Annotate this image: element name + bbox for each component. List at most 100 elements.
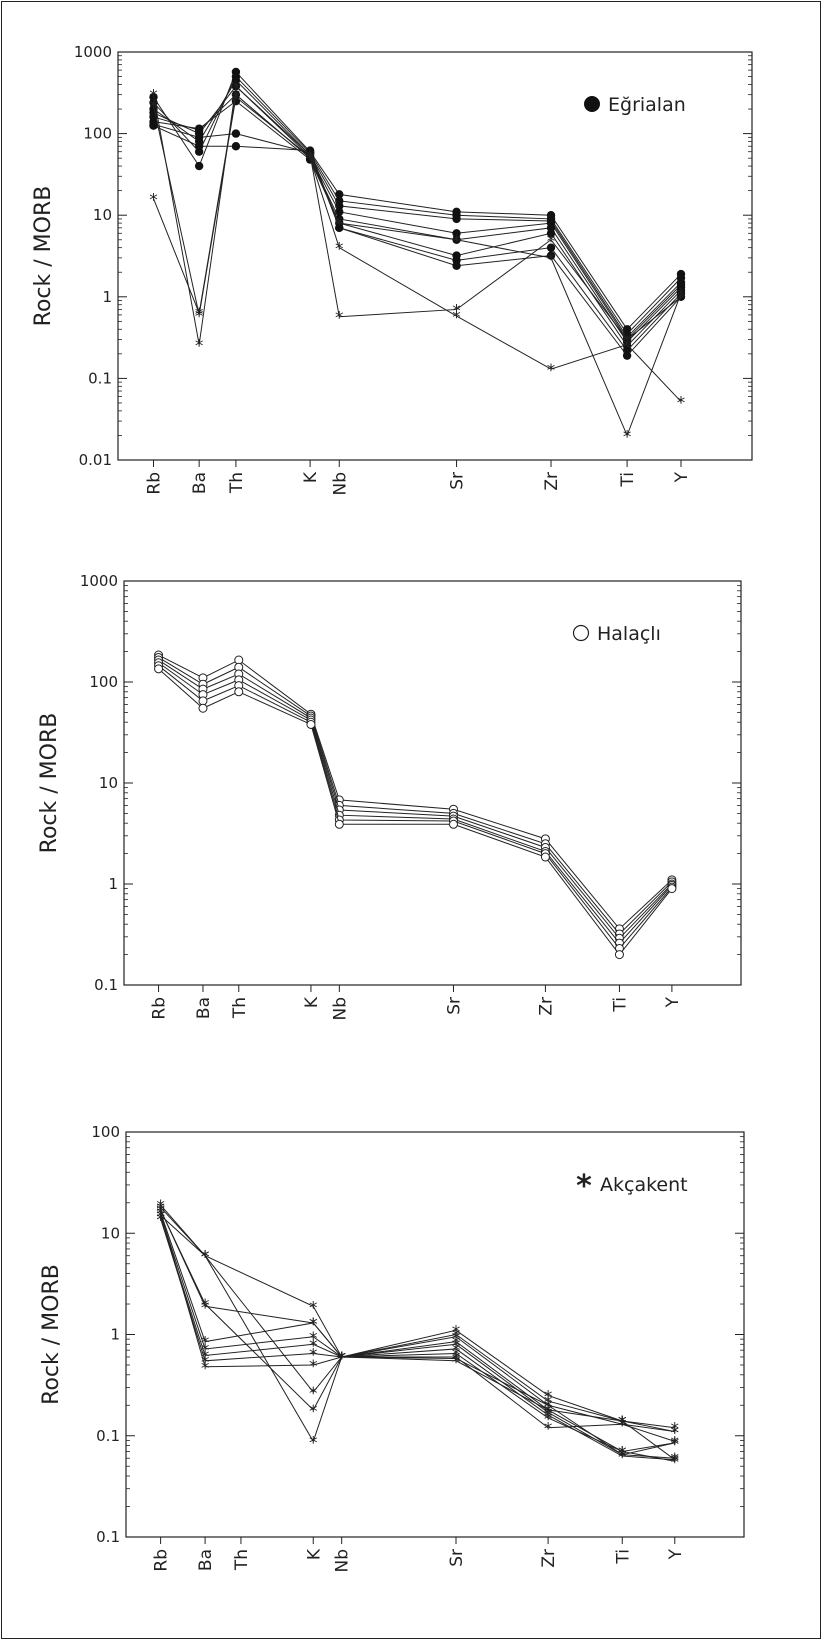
- data-point-asterisk: *: [618, 1443, 627, 1463]
- data-point-asterisk: *: [156, 1207, 165, 1227]
- data-point-asterisk: *: [452, 308, 461, 328]
- series-3: [154, 655, 677, 943]
- data-point-asterisk: *: [618, 1447, 627, 1467]
- y-tick-label: 0.1: [96, 1427, 120, 1445]
- series-line: [160, 1209, 675, 1433]
- data-point-asterisk: *: [201, 1334, 210, 1354]
- series-6: ** * * *** *: [156, 1210, 679, 1471]
- legend-label: Halaçlı: [597, 623, 661, 645]
- data-point-asterisk: *: [544, 1393, 553, 1413]
- data-point-asterisk: *: [337, 1349, 346, 1369]
- series-line: [160, 1204, 675, 1429]
- x-tick-label-ti: Ti: [610, 997, 630, 1013]
- x-tick-label-th: Th: [230, 997, 250, 1019]
- data-point-asterisk: *: [452, 1353, 461, 1373]
- x-tick-label-y: Y: [666, 1548, 686, 1560]
- series-line: [160, 1215, 675, 1452]
- series-line: [153, 93, 682, 402]
- data-point-circle: [540, 852, 550, 862]
- series-5: ******* *: [156, 1210, 679, 1470]
- series-line: [153, 85, 682, 341]
- x-tick-label-sr: Sr: [447, 1549, 467, 1567]
- data-point-asterisk: *: [547, 232, 556, 252]
- data-point-dot: [546, 229, 556, 238]
- legend: Halaçlı: [572, 623, 661, 645]
- x-tick-label-zr: Zr: [536, 997, 556, 1016]
- series-line: [160, 1209, 675, 1456]
- data-point-asterisk: *: [309, 1384, 318, 1404]
- y-axis-label: Rock / MORB: [37, 713, 62, 854]
- series-line: [160, 1212, 675, 1462]
- series-11: *********: [149, 89, 685, 447]
- data-point-asterisk: *: [337, 1349, 346, 1369]
- data-point-asterisk: *: [309, 1433, 318, 1453]
- y-tick-label: 100: [91, 1123, 120, 1141]
- x-tick-label-sr: Sr: [444, 997, 464, 1015]
- data-point-asterisk: *: [337, 1349, 346, 1369]
- data-point-asterisk: *: [201, 1298, 210, 1318]
- data-point-asterisk: *: [337, 1349, 346, 1369]
- x-tick-label-zr: Zr: [542, 472, 562, 491]
- y-tick-label: 0.1: [96, 1528, 120, 1546]
- data-point-asterisk: *: [309, 1315, 318, 1335]
- x-tick-label-y: Y: [672, 471, 692, 483]
- data-point-asterisk: *: [544, 1397, 553, 1417]
- legend-marker-asterisk: *: [576, 1169, 592, 1204]
- data-point-dot: [622, 351, 632, 360]
- data-point-asterisk: *: [677, 289, 686, 309]
- chart-panel-2: 0.1 1 10 100 1000 Rock / MORB Rb Ba Th K Nb Sr Zr Ti Y…: [37, 572, 742, 1021]
- data-point-asterisk: *: [544, 1410, 553, 1430]
- y-tick-label: 0.1: [88, 369, 112, 387]
- x-tick-label-ti: Ti: [613, 1549, 633, 1565]
- series-line: [158, 659, 673, 940]
- series-line: [153, 123, 682, 352]
- data-point-asterisk: *: [671, 1424, 680, 1444]
- data-point-circle: [667, 884, 677, 894]
- data-point-asterisk: *: [618, 1443, 627, 1463]
- data-point-asterisk: *: [156, 1199, 165, 1219]
- x-tick-label-rb: Rb: [145, 472, 165, 495]
- data-point-asterisk: *: [337, 1349, 346, 1369]
- series-3: [149, 76, 686, 342]
- series-line: [158, 668, 673, 956]
- data-point-asterisk: *: [201, 1296, 210, 1316]
- y-tick-label: 100: [83, 125, 112, 143]
- data-point-asterisk: *: [452, 301, 461, 321]
- data-point-asterisk: *: [201, 1353, 210, 1373]
- x-tick-label-rb: Rb: [150, 997, 170, 1020]
- data-point-asterisk: *: [232, 89, 241, 109]
- series-5: [154, 661, 677, 953]
- data-point-asterisk: *: [547, 361, 556, 381]
- data-point-asterisk: *: [671, 1435, 680, 1455]
- data-point-asterisk: *: [309, 1345, 318, 1365]
- y-tick-label: 10: [93, 206, 112, 224]
- data-point-dot: [231, 129, 241, 138]
- x-tick-label-nb: Nb: [330, 472, 350, 496]
- data-point-asterisk: *: [195, 307, 204, 327]
- series-line: [160, 1207, 676, 1461]
- data-point-asterisk: *: [618, 1447, 627, 1467]
- data-point-asterisk: *: [335, 309, 344, 329]
- data-point-asterisk: *: [618, 1413, 627, 1433]
- data-point-circle: [614, 950, 624, 960]
- x-tick-label-ba: Ba: [190, 472, 210, 494]
- data-point-asterisk: *: [309, 1402, 318, 1422]
- data-point-asterisk: *: [452, 1336, 461, 1356]
- data-point-dot: [194, 124, 204, 133]
- x-tick-label-k: K: [301, 471, 321, 483]
- x-tick-label-k: K: [304, 1548, 324, 1560]
- data-point-dot: [452, 261, 461, 270]
- series-line: [153, 125, 682, 357]
- data-point-dot: [452, 214, 461, 224]
- series-line: [158, 657, 673, 935]
- y-tick-label: 100: [89, 673, 118, 691]
- data-point-asterisk: *: [623, 331, 632, 351]
- legend: Eğrialan: [584, 94, 686, 116]
- data-point-circle: [198, 703, 208, 713]
- y-tick-label: 10: [101, 1224, 120, 1242]
- x-tick-label-nb: Nb: [333, 1549, 353, 1573]
- data-point-asterisk: *: [671, 1424, 680, 1444]
- data-point-asterisk: *: [309, 1357, 318, 1377]
- series-4: [149, 82, 686, 344]
- data-point-asterisk: *: [149, 98, 158, 118]
